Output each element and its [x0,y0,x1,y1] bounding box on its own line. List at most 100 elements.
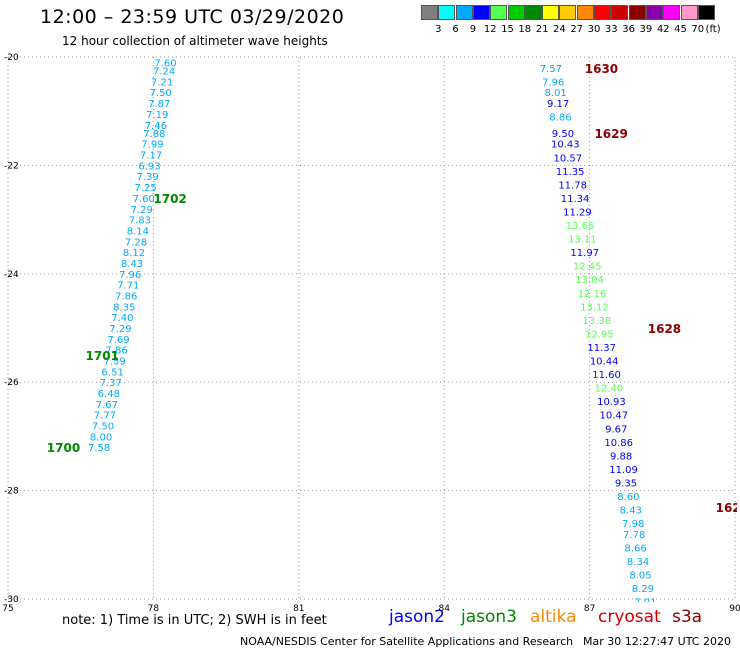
swh-point-label: 12.95 [585,329,614,340]
swh-point-label: 7.29 [109,324,131,335]
swh-point-label: 7.28 [125,237,147,248]
pass-time-label: 1701 [86,349,119,363]
swh-point-label: 7.96 [542,77,564,88]
swh-point-label: 10.47 [600,411,629,422]
swh-point-label: 9.17 [547,99,569,110]
swh-point-label: 7.57 [540,64,562,75]
swh-point-label: 8.01 [545,88,567,99]
swh-point-label: 13.12 [580,302,609,313]
swh-point-label: 7.98 [622,519,644,530]
swh-point-label: 10.43 [551,140,580,151]
scale-swatch [472,5,490,20]
scale-label: 39 [639,24,653,35]
swh-point-label: 7.86 [115,291,137,302]
swh-point-label: 7.39 [136,172,158,183]
scale-label: 3 [435,24,442,35]
scale-label: 9 [469,24,477,35]
swh-point-label: 13.04 [575,275,604,286]
legend-jason3: jason3 [461,607,517,627]
pass-time-label: 1627 [716,501,740,515]
swh-point-label: 8.86 [549,113,571,124]
legend-jason2: jason2 [389,607,445,627]
scale-label: 21 [535,24,549,35]
swh-point-label: 9.35 [615,478,637,489]
scale-swatch [524,5,542,20]
swh-point-label: 8.00 [90,432,112,443]
y-tick-label: -24 [4,270,19,280]
pass-time-label: 1702 [153,192,186,206]
swh-point-label: 8.14 [127,226,149,237]
y-tick-label: -26 [4,378,19,388]
swh-point-label: 7.59 [103,357,125,368]
y-tick-label: -30 [4,595,19,605]
swh-point-label: 7.60 [133,194,155,205]
scale-label: 45 [674,24,687,35]
swh-point-label: 7.99 [141,140,163,151]
swh-point-label: 7.67 [96,400,118,411]
scale-swatch [455,5,473,20]
swh-point-label: 12.40 [595,384,624,395]
scale-label: 18 [518,24,532,35]
swh-point-label: 8.05 [629,571,651,582]
swh-point-label: 7.37 [100,378,122,389]
swh-point-label: 7.21 [151,77,173,88]
scale-label: 6 [452,24,459,35]
scale-swatch [594,5,611,20]
swh-point-label: 7.69 [107,335,129,346]
swh-point-label: 7.77 [94,411,116,422]
swh-point-label: 11.09 [609,465,638,476]
scale-swatch [421,5,438,20]
swh-point-label: 8.66 [625,544,647,555]
swh-point-label: 13.66 [566,221,595,232]
swh-point-label: 7.78 [623,530,645,541]
swh-point-label: 7.46 [145,121,167,132]
scale-label: (ft) [705,24,721,35]
pass-time-label: 1700 [47,441,80,455]
legend-cryosat: cryosat [598,607,661,627]
swh-point-label: 12.45 [573,262,602,273]
swh-point-label: 7.24 [153,67,175,78]
scale-label: 42 [656,24,670,35]
x-tick-label: 81 [293,604,304,614]
scale-swatch [663,5,681,20]
swh-point-label: 10.86 [604,438,633,449]
credit-line: NOAA/NESDIS Center for Satellite Applica… [240,635,574,648]
chart-title: 12:00 – 23:59 UTC 03/29/2020 [40,6,345,28]
scale-label: 12 [483,24,497,35]
swh-point-label: 6.93 [138,161,160,172]
scale-swatch [645,5,663,20]
scale-swatch [490,5,508,20]
swh-point-label: 7.58 [88,443,110,454]
swh-point-label: 7.40 [111,313,133,324]
swh-point-label: 10.57 [553,153,582,164]
swh-point-label: 11.35 [556,167,585,178]
scale-swatch [611,5,629,20]
swh-point-label: 11.78 [558,180,587,191]
swh-point-label: 11.37 [587,343,616,354]
swh-point-label: 7.29 [131,205,153,216]
legend-altika: altika [530,607,577,627]
scale-swatch [507,5,525,20]
scale-label: 36 [622,24,635,35]
swh-point-label: 8.29 [632,584,654,595]
x-tick-label: 78 [148,604,160,614]
swh-point-label: 7.50 [92,422,114,433]
scale-label: 33 [604,24,618,35]
swh-point-label: 11.34 [561,194,590,205]
swh-point-label: 12.16 [578,289,607,300]
swh-point-label: 7.60 [154,58,176,69]
swh-point-label: 8.12 [123,248,145,259]
swh-point-label: 7.96 [119,270,141,281]
swh-point-label: 10.93 [597,397,626,408]
scale-label: 27 [570,24,584,35]
pass-time-label: 1630 [585,62,618,76]
x-tick-label: 90 [729,604,740,614]
y-tick-label: -22 [4,161,19,171]
data-layer: 7.607.247.217.507.877.197.467.887.997.17… [47,58,740,602]
scale-swatch [697,5,715,20]
swh-point-label: 6.48 [98,389,120,400]
x-tick-label: 84 [438,604,450,614]
swh-point-label: 7.50 [150,88,172,99]
